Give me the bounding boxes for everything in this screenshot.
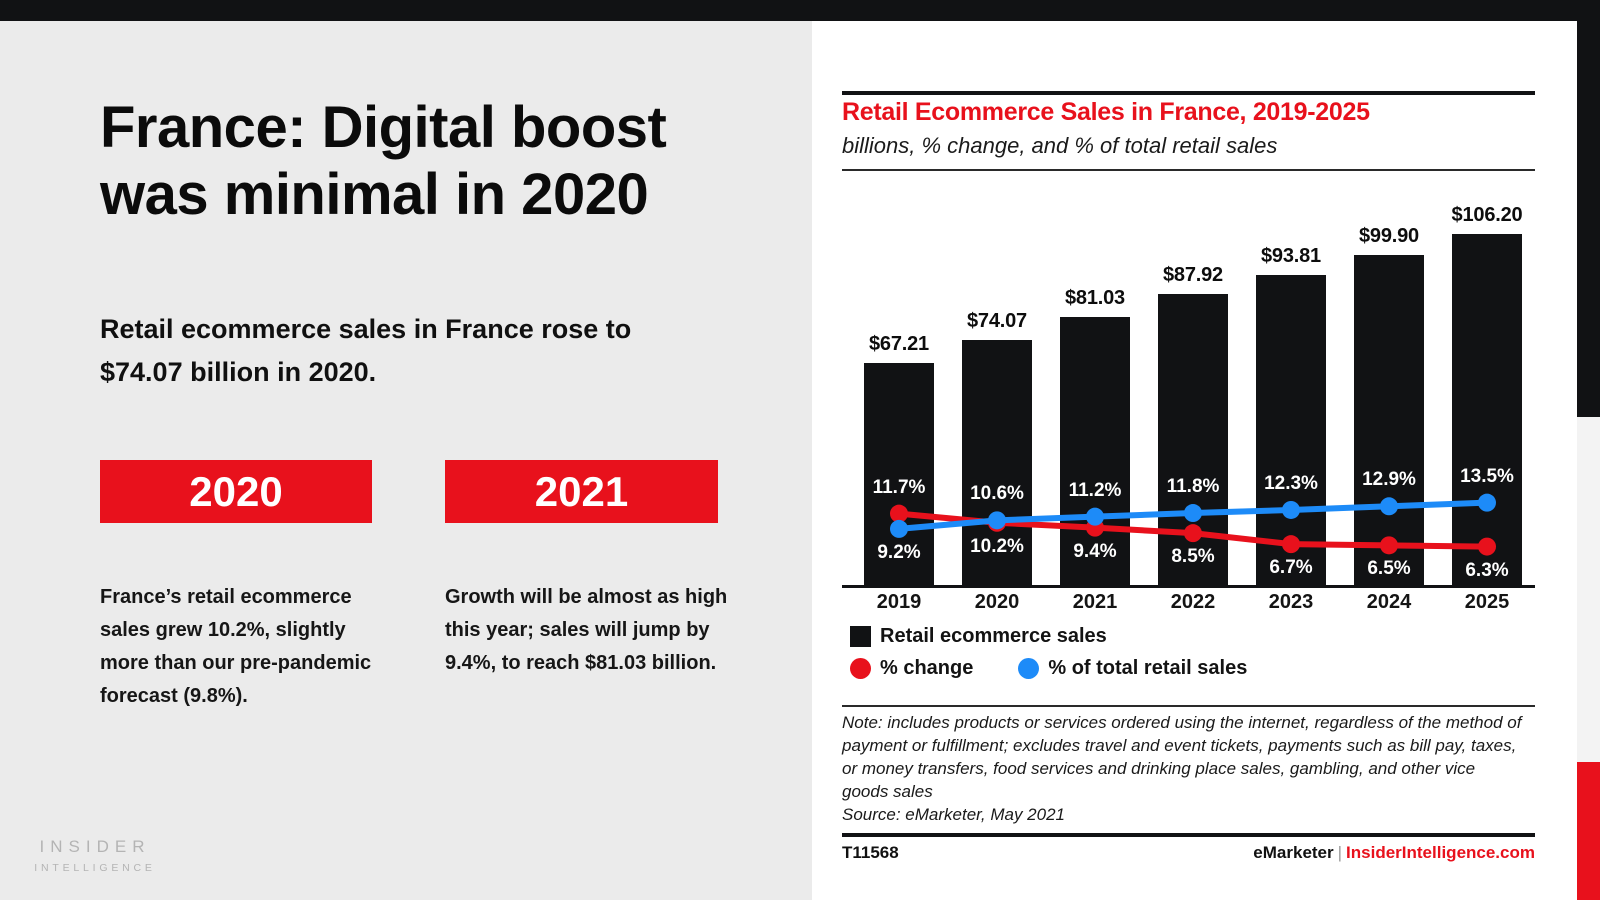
x-axis-label-2019: 2019 [876,591,922,613]
chart-card: Retail Ecommerce Sales in France, 2019-2… [812,21,1577,900]
right-strip-gray [1577,417,1600,762]
year-badge-2021: 2021 [445,460,718,523]
x-axis-line [842,585,1535,588]
pct-label-upper-2019: 11.7% [872,476,926,498]
callout-text-2021: Growth will be almost as high this year;… [445,586,728,674]
pct-label-upper-2024: 12.9% [1362,469,1416,491]
bar-2022 [1158,294,1228,585]
insider-intelligence-logo: INSIDER INTELLIGENCE [25,837,165,874]
emarketer-brand: eMarketer [1253,843,1334,862]
x-axis-label-2021: 2021 [1072,591,1118,613]
page-title-line2: was minimal in 2020 [100,162,649,227]
bar-value-label-2022: $87.92 [1163,264,1223,287]
x-axis-label-2025: 2025 [1464,591,1510,613]
pct-label-lower-2022: 8.5% [1171,546,1215,568]
pct-label-upper-2023: 12.3% [1264,472,1318,494]
bar-value-label-2024: $99.90 [1359,224,1419,247]
bar-value-label-2025: $106.20 [1451,204,1523,226]
bar-value-label-2021: $81.03 [1065,287,1125,310]
bar-2025 [1452,234,1522,585]
header-rule-top [842,91,1535,95]
x-axis-label-2022: 2022 [1170,591,1216,613]
footer-separator: | [1337,843,1343,862]
legend-label-pct-total: % of total retail sales [1048,657,1248,679]
bar-value-label-2023: $93.81 [1261,244,1321,267]
insiderintelligence-link[interactable]: InsiderIntelligence.com [1346,843,1535,862]
chart-id: T11568 [842,843,899,862]
year-badge-2020: 2020 [100,460,372,523]
pct-label-lower-2025: 6.3% [1465,559,1509,581]
bar-value-label-2019: $67.21 [869,332,929,355]
note-rule [842,705,1535,707]
x-axis-label-2024: 2024 [1366,591,1412,613]
bar-value-label-2020: $74.07 [967,310,1027,333]
legend-row-lines: % change % of total retail sales [850,657,1247,680]
right-strip-red [1577,762,1600,900]
legend-label-pct-change: % change [880,657,974,679]
top-black-bar [0,0,1600,21]
legend-label-bars: Retail ecommerce sales [880,625,1107,647]
logo-line1: INSIDER [39,837,151,856]
chart-subtitle: billions, % change, and % of total retai… [842,133,1278,158]
pct-label-lower-2023: 6.7% [1269,557,1313,579]
footer-rule [842,833,1535,837]
red-dot-icon [850,658,871,679]
pct-label-lower-2024: 6.5% [1367,558,1411,580]
chart-note: Note: includes products or services orde… [842,713,1522,801]
bar-2023 [1256,274,1326,585]
x-axis-label-2020: 2020 [974,591,1020,613]
chart-title: Retail Ecommerce Sales in France, 2019-2… [842,98,1370,126]
legend-item-bars: Retail ecommerce sales [850,625,1107,648]
chart-source: Source: eMarketer, May 2021 [842,805,1066,824]
pct-label-upper-2021: 11.2% [1068,479,1122,501]
legend-row-bars: Retail ecommerce sales [850,625,1107,648]
pct-label-upper-2020: 10.6% [970,483,1024,505]
bar-swatch-icon [850,626,871,647]
header-rule-bottom [842,169,1535,171]
legend-item-pct-change: % change [850,657,973,680]
callout-text-2020: France’s retail ecommerce sales grew 10.… [100,586,372,707]
page-title: France: Digital boost was minimal in 202… [100,94,667,228]
chart-footer-brand-row: eMarketer | InsiderIntelligence.com [1253,843,1535,863]
page-title-line1: France: Digital boost [100,95,667,160]
right-strip-black [1577,21,1600,417]
logo-line2: INTELLIGENCE [34,862,156,874]
page-subtitle: Retail ecommerce sales in France rose to… [100,314,632,387]
pct-label-upper-2025: 13.5% [1460,465,1514,487]
x-axis-label-2023: 2023 [1268,591,1314,613]
chart-notes: Note: includes products or services orde… [842,711,1522,826]
blue-dot-icon [1018,658,1040,679]
legend-item-pct-total: % of total retail sales [1018,657,1247,680]
bar-2024 [1354,254,1424,585]
pct-label-upper-2022: 11.8% [1166,476,1220,498]
